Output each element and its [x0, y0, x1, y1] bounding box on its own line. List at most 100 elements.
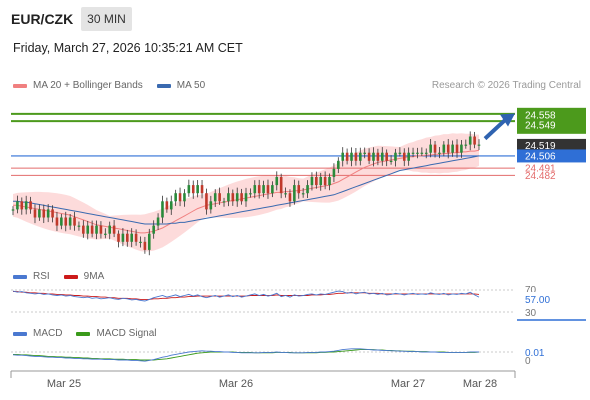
candle-body	[209, 201, 213, 210]
legend-ma20: MA 20 + Bollinger Bands	[13, 80, 143, 91]
candle-body	[257, 185, 261, 194]
rsi-legend: RSI 9MA	[13, 271, 118, 282]
candle-body	[231, 193, 235, 202]
candle-body	[341, 152, 345, 161]
candle-body	[464, 144, 468, 146]
candle-body	[310, 177, 314, 186]
candle-body	[187, 185, 191, 194]
legend-rsi-ma-label: 9MA	[83, 271, 105, 282]
x-tick-label-3: Mar 28	[463, 378, 497, 390]
candle-body	[227, 193, 230, 202]
candle-body	[359, 152, 362, 161]
candle-body	[424, 152, 428, 154]
candle-body	[271, 185, 274, 194]
candle-body	[205, 193, 208, 210]
candle-body	[363, 152, 366, 154]
candle-body	[376, 152, 380, 161]
candle-body	[433, 144, 437, 153]
price-tag-label-24.519: 24.519	[525, 141, 556, 152]
candle-body	[442, 144, 446, 153]
price-tag-bg	[517, 149, 586, 163]
legend-ma50-swatch	[156, 83, 171, 88]
candle-body	[367, 152, 371, 161]
candle-body	[332, 168, 336, 177]
legend-rsi-label: RSI	[33, 271, 50, 282]
candle-body	[218, 193, 221, 202]
candle-body	[90, 225, 94, 234]
candle-body	[385, 152, 388, 161]
candle-body	[60, 217, 63, 226]
rsi-tick-70: 70	[525, 285, 537, 296]
macd-line	[12, 348, 479, 362]
candle-body	[174, 193, 177, 202]
candle-body	[11, 209, 15, 211]
candle-body	[266, 185, 270, 194]
candle-body	[416, 152, 419, 154]
price-tag-label-24.482: 24.482	[525, 171, 556, 182]
ma50-line	[13, 155, 480, 225]
candle-body	[372, 152, 375, 161]
candle-body	[33, 209, 37, 218]
candle-body	[240, 193, 243, 202]
target-arrow-head	[500, 113, 515, 127]
candle-body	[398, 152, 402, 154]
candle-body	[55, 217, 59, 226]
candle-body	[389, 160, 393, 162]
candle-body	[306, 185, 309, 194]
candle-body	[68, 217, 72, 226]
candle-body	[315, 177, 318, 186]
candle-body	[130, 233, 133, 242]
legend-macd-signal-swatch	[76, 331, 91, 336]
candle-body	[235, 193, 239, 202]
legend-rsi-ma-swatch	[63, 274, 78, 279]
rsi-tick-30: 30	[525, 308, 537, 319]
candle-body	[134, 233, 138, 242]
candle-body	[86, 225, 90, 234]
candle-body	[394, 152, 397, 161]
candle-body	[293, 185, 296, 202]
candle-body	[64, 217, 68, 226]
candle-body	[411, 152, 415, 154]
candle-body	[196, 185, 199, 194]
chart-datetime: Friday, March 27, 2026 10:35:21 AM CET	[13, 41, 243, 55]
candle-body	[143, 241, 147, 250]
candle-body	[16, 201, 19, 210]
candle-body	[301, 193, 305, 195]
candle-body	[82, 225, 85, 234]
candle-body	[328, 177, 331, 186]
candle-body	[165, 201, 169, 210]
candle-body	[468, 136, 472, 145]
timeframe-badge[interactable]: 30 MIN	[81, 7, 132, 31]
x-tick-label-2: Mar 27	[391, 378, 425, 390]
candle-body	[380, 152, 384, 161]
price-tag-label-24.558: 24.558	[525, 110, 556, 121]
candle-body	[429, 144, 432, 153]
candle-body	[279, 177, 283, 194]
candle-body	[24, 201, 28, 210]
candle-body	[126, 233, 129, 242]
candle-body	[200, 185, 204, 194]
legend-ma50: MA 50	[156, 80, 206, 91]
candle-body	[288, 193, 292, 202]
legend-rsi-swatch	[13, 274, 27, 279]
legend-macd-signal-label: MACD Signal	[96, 328, 157, 339]
copyright-text: Research © 2026 Trading Central	[431, 80, 581, 91]
candle-body	[345, 152, 349, 161]
candle-body	[477, 144, 481, 146]
legend-ma50-label: MA 50	[176, 80, 206, 91]
legend-rsi-ma: 9MA	[63, 271, 105, 282]
candle-body	[169, 201, 173, 210]
candle-body	[455, 144, 459, 153]
main-legend: MA 20 + Bollinger Bands MA 50	[13, 80, 219, 91]
candle-body	[147, 233, 151, 250]
candle-body	[99, 225, 103, 234]
macd-legend: MACD MACD Signal	[13, 328, 170, 339]
candle-body	[460, 144, 463, 153]
price-tag-bg	[517, 107, 586, 134]
candle-body	[249, 193, 252, 195]
candle-body	[253, 185, 257, 194]
candle-body	[77, 225, 81, 227]
candle-body	[350, 152, 353, 161]
legend-ma20-swatch	[13, 83, 27, 88]
